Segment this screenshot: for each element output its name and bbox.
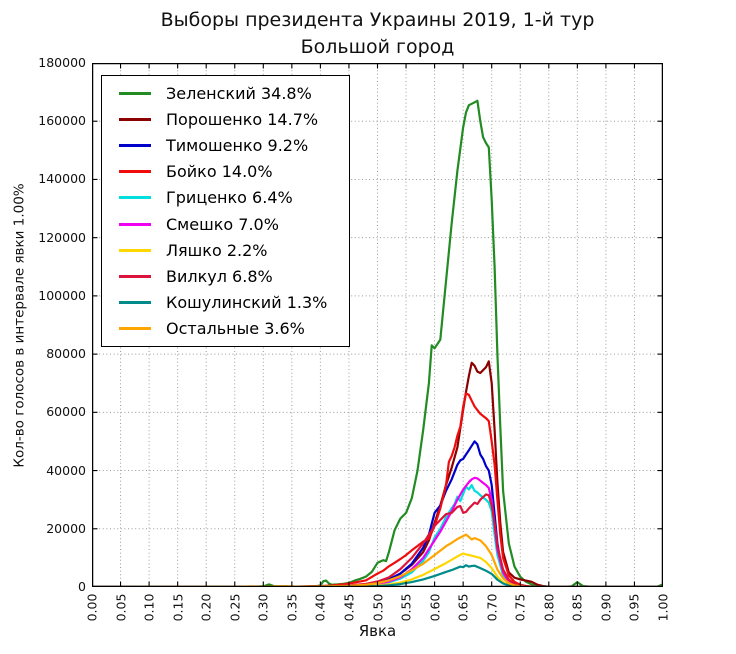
legend-item-label: Зеленский 34.8% bbox=[166, 83, 312, 103]
chart-title-line1: Выборы президента Украины 2019, 1-й тур bbox=[160, 9, 595, 31]
axes-frame bbox=[92, 63, 663, 587]
legend-line-swatch bbox=[119, 170, 151, 174]
legend-line-swatch bbox=[119, 117, 151, 121]
chart-title-line2: Большой город bbox=[300, 36, 455, 58]
y-tick-label: 120000 bbox=[38, 229, 86, 245]
legend-item-label: Вилкул 6.8% bbox=[166, 266, 273, 286]
legend-line-swatch bbox=[119, 248, 151, 252]
series-line-3 bbox=[92, 392, 663, 587]
series-line-8 bbox=[92, 564, 663, 587]
legend-item: Бойко 14.0% bbox=[114, 162, 349, 181]
legend-item-label: Гриценко 6.4% bbox=[166, 188, 293, 208]
y-tick-label: 160000 bbox=[38, 113, 86, 129]
y-tick-label: 80000 bbox=[46, 346, 86, 362]
legend-line-swatch bbox=[119, 91, 151, 95]
legend: Зеленский 34.8% Порошенко 14.7% Тимошенко … bbox=[101, 75, 350, 347]
y-tick-label: 60000 bbox=[46, 404, 86, 420]
legend-line-swatch bbox=[119, 222, 151, 226]
chart-title: Выборы президента Украины 2019, 1-й тур … bbox=[92, 7, 663, 61]
y-tick-label: 40000 bbox=[46, 462, 86, 478]
legend-item-label: Бойко 14.0% bbox=[166, 162, 273, 182]
legend-item: Гриценко 6.4% bbox=[114, 188, 349, 207]
x-axis-label: Явка bbox=[358, 622, 397, 640]
series-line-4 bbox=[92, 484, 663, 587]
legend-item: Вилкул 6.8% bbox=[114, 267, 349, 286]
legend-item-label: Смешко 7.0% bbox=[166, 214, 279, 234]
y-tick-label: 140000 bbox=[38, 171, 86, 187]
y-tick-label: 100000 bbox=[38, 287, 86, 303]
legend-item-label: Ляшко 2.2% bbox=[166, 240, 268, 260]
chart-canvas bbox=[92, 63, 663, 587]
y-tick-label: 180000 bbox=[38, 55, 86, 70]
legend-item: Кошулинский 1.3% bbox=[114, 293, 349, 312]
y-axis-label: Кол-во голосов в интервале явки 1.00% bbox=[11, 183, 28, 468]
legend-item-label: Кошулинский 1.3% bbox=[166, 293, 328, 313]
legend-item-label: Порошенко 14.7% bbox=[166, 109, 319, 129]
legend-item: Порошенко 14.7% bbox=[114, 110, 349, 129]
legend-item: Остальные 3.6% bbox=[114, 319, 349, 338]
legend-item-label: Остальные 3.6% bbox=[166, 319, 305, 339]
legend-line-swatch bbox=[119, 143, 151, 147]
legend-line-swatch bbox=[119, 274, 151, 278]
legend-item: Смешко 7.0% bbox=[114, 215, 349, 234]
series-line-5 bbox=[92, 476, 663, 587]
legend-line-swatch bbox=[119, 196, 151, 200]
legend-line-swatch bbox=[119, 301, 151, 305]
y-tick-label: 0 bbox=[78, 579, 86, 594]
legend-line-swatch bbox=[119, 327, 151, 331]
plot-area bbox=[92, 63, 663, 587]
legend-item: Тимошенко 9.2% bbox=[114, 136, 349, 155]
legend-item-label: Тимошенко 9.2% bbox=[166, 135, 309, 155]
y-tick-label: 20000 bbox=[46, 520, 86, 536]
legend-item: Зеленский 34.8% bbox=[114, 84, 349, 103]
legend-item: Ляшко 2.2% bbox=[114, 241, 349, 260]
series-line-7 bbox=[92, 493, 663, 587]
